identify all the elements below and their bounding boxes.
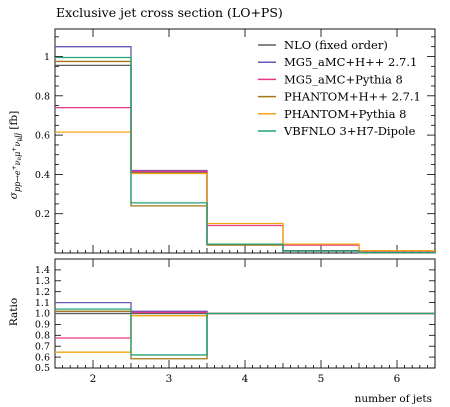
ratio-plot: 2 3 4 5 6 0.50.60.70.80.91.01.11.21.31.4 xyxy=(35,258,436,385)
x-tick-label: 5 xyxy=(318,373,325,385)
x-tick-label: 3 xyxy=(166,373,173,385)
legend-entry-mg5-amc-pythia-8: MG5_aMC+Pythia 8 xyxy=(284,72,403,86)
ratio-tick-label: 0.7 xyxy=(35,341,50,352)
ratio-tick-label: 1.2 xyxy=(35,287,50,298)
series-vbfnlo-3-h7-dipole xyxy=(55,56,435,254)
y-tick-label: 0.8 xyxy=(35,91,50,102)
ratio-tick-label: 1.0 xyxy=(35,309,50,320)
ratio-tick-label: 1.4 xyxy=(35,265,50,276)
legend-entry-mg5-amc-h-2-7-1: MG5_aMC+H++ 2.7.1 xyxy=(284,55,417,69)
legend-entry-nlo-fixed-order: NLO (fixed order) xyxy=(284,38,388,52)
y-tick-label: 0.2 xyxy=(35,209,50,220)
y-tick-label: 0.4 xyxy=(35,170,50,181)
main-plot: 0.2 0.4 0.6 0.8 1 NLO (fixed order) MG5_aMC+H+… xyxy=(35,28,436,254)
chart-title: Exclusive jet cross section (LO+PS) xyxy=(56,5,283,20)
legend-entry-phantom-h-2-7-1: PHANTOM+H++ 2.7.1 xyxy=(284,90,421,104)
ratio-tick-label: 0.8 xyxy=(35,331,50,342)
y-axis-label: σpp→e+νeμ+νμjj [fb] xyxy=(8,111,23,199)
ratio-series-vbfnlo-3-h7-dipole xyxy=(55,308,435,356)
ratio-tick-label: 1.1 xyxy=(35,298,50,309)
x-tick-label: 4 xyxy=(242,373,249,385)
ratio-series-mg5-amc-pythia-8 xyxy=(55,311,435,339)
ratio-tick-label: 0.5 xyxy=(35,363,50,374)
ratio-tick-label: 0.9 xyxy=(35,320,50,331)
ratio-tick-label: 1.3 xyxy=(35,276,50,287)
x-tick-label: 6 xyxy=(394,373,401,385)
legend-entry-vbfnlo-3-h7-dipole: VBFNLO 3+H7-Dipole xyxy=(283,124,416,138)
legend-entry-phantom-pythia-8: PHANTOM+Pythia 8 xyxy=(284,107,406,121)
x-axis-label: number of jets xyxy=(355,393,432,405)
y-tick-label: 0.6 xyxy=(35,131,50,142)
ratio-tick-label: 0.6 xyxy=(35,352,50,363)
ratio-series-phantom-pythia-8 xyxy=(55,312,435,353)
x-tick-label: 2 xyxy=(90,373,97,385)
ratio-axis-label: Ratio xyxy=(8,298,20,326)
series-phantom-pythia-8 xyxy=(55,131,435,252)
y-tick-label: 1 xyxy=(44,52,50,63)
